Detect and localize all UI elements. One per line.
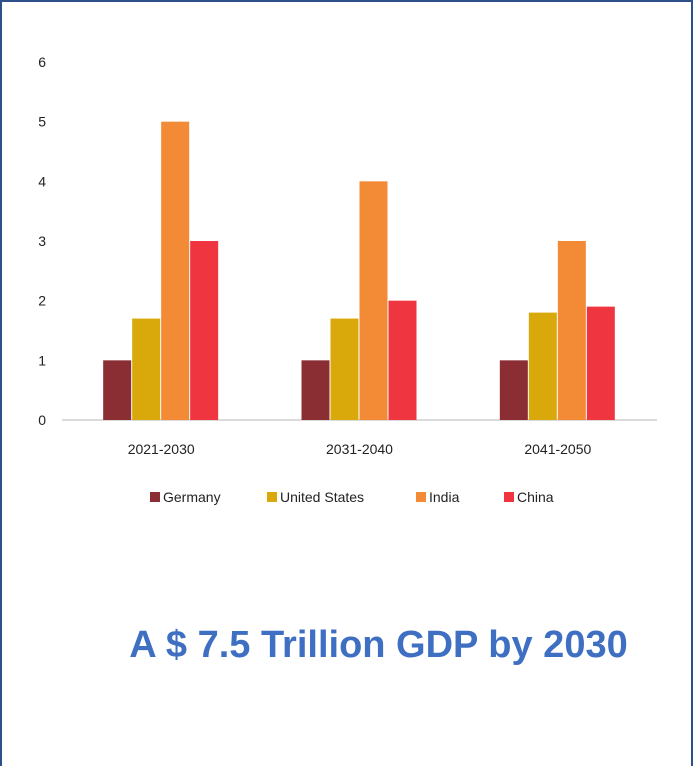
y-tick-label: 2 [38, 293, 46, 309]
chart-caption: A $ 7.5 Trillion GDP by 2030 [129, 624, 628, 666]
x-tick-label: 2021-2030 [128, 441, 195, 457]
bar-united-states-2031-2040 [330, 318, 359, 420]
y-tick-label: 6 [38, 54, 46, 70]
legend-label: United States [280, 489, 364, 505]
bar-india-2031-2040 [359, 181, 388, 420]
bar-india-2041-2050 [557, 241, 586, 420]
bar-germany-2041-2050 [499, 360, 528, 420]
legend-label: China [517, 489, 554, 505]
y-tick-label: 1 [38, 352, 46, 368]
legend-label: India [429, 489, 460, 505]
bar-chart: 0 1 2 3 4 5 6 2021-2030 2031-2040 2041-2050 Germ… [38, 54, 657, 505]
legend-swatch [267, 492, 277, 502]
bar-china-2021-2030 [190, 241, 219, 420]
bar-united-states-2041-2050 [528, 312, 557, 420]
y-tick-label: 4 [38, 173, 46, 189]
legend-swatch [150, 492, 160, 502]
x-axis-tick-labels: 2021-2030 2031-2040 2041-2050 [128, 441, 592, 457]
legend-label: Germany [163, 489, 221, 505]
y-tick-label: 0 [38, 412, 46, 428]
bar-china-2031-2040 [388, 300, 417, 420]
bar-germany-2021-2030 [103, 360, 132, 420]
bar-china-2041-2050 [586, 306, 615, 420]
bar-united-states-2021-2030 [132, 318, 161, 420]
y-tick-label: 5 [38, 114, 46, 130]
legend: Germany United States India China [150, 489, 554, 505]
bar-germany-2031-2040 [301, 360, 330, 420]
bars-group [103, 121, 615, 421]
bar-india-2021-2030 [161, 121, 190, 421]
y-axis-ticks: 0 1 2 3 4 5 6 [38, 54, 46, 428]
legend-swatch [416, 492, 426, 502]
legend-swatch [504, 492, 514, 502]
x-tick-label: 2031-2040 [326, 441, 393, 457]
y-tick-label: 3 [38, 233, 46, 249]
x-tick-label: 2041-2050 [524, 441, 591, 457]
